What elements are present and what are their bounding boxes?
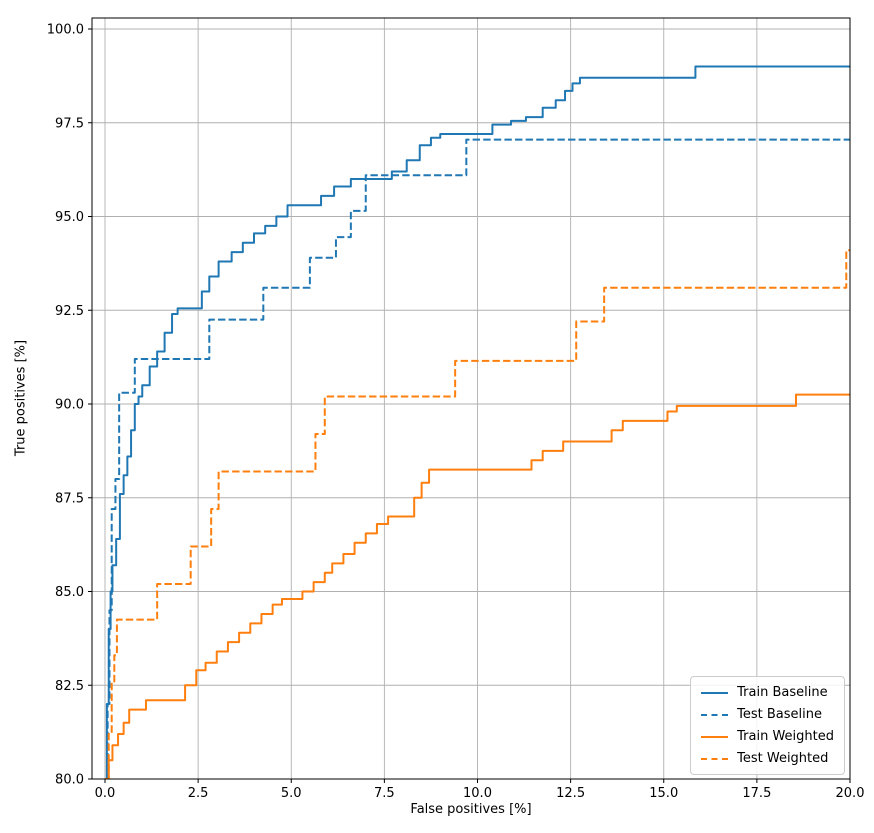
svg-text:17.5: 17.5	[742, 786, 771, 801]
legend-label: Train Baseline	[737, 685, 828, 700]
series-lines	[105, 65, 850, 779]
svg-text:5.0: 5.0	[281, 786, 302, 801]
axis-ticks	[88, 28, 851, 783]
legend-line-sample-train-baseline	[701, 691, 729, 694]
legend-item-train-baseline: Train Baseline	[701, 684, 834, 701]
legend-label: Test Weighted	[737, 751, 829, 766]
x-axis-label: False positives [%]	[410, 802, 532, 817]
svg-text:7.5: 7.5	[374, 786, 395, 801]
svg-text:87.5: 87.5	[55, 491, 84, 506]
plot-border	[91, 17, 851, 780]
svg-text:15.0: 15.0	[649, 786, 678, 801]
svg-text:0.0: 0.0	[95, 786, 116, 801]
y-axis-label: True positives [%]	[13, 339, 29, 457]
svg-text:97.5: 97.5	[55, 116, 84, 131]
grid-lines	[92, 18, 851, 780]
svg-text:85.0: 85.0	[55, 585, 84, 600]
tick-labels: 0.0 2.5 5.0 7.5 10.0 12.5 15.0 17.5 20.0 80.0 82.5…	[47, 23, 865, 802]
legend-item-test-baseline: Test Baseline	[701, 706, 834, 723]
svg-text:12.5: 12.5	[556, 786, 585, 801]
svg-text:82.5: 82.5	[55, 679, 84, 694]
legend-line-sample-train-weighted	[701, 735, 729, 738]
svg-text:2.5: 2.5	[188, 786, 209, 801]
legend: Train Baseline Test Baseline Train Weigh…	[690, 676, 845, 775]
legend-item-test-weighted: Test Weighted	[701, 750, 834, 767]
legend-item-train-weighted: Train Weighted	[701, 728, 834, 745]
svg-text:95.0: 95.0	[55, 210, 84, 225]
legend-label: Test Baseline	[737, 707, 822, 722]
svg-text:90.0: 90.0	[55, 398, 84, 413]
svg-text:100.0: 100.0	[47, 23, 84, 38]
svg-text:20.0: 20.0	[836, 786, 865, 801]
legend-line-sample-test-weighted	[701, 757, 729, 760]
svg-text:92.5: 92.5	[55, 304, 84, 319]
legend-label: Train Weighted	[737, 729, 834, 744]
svg-text:80.0: 80.0	[55, 773, 84, 788]
legend-line-sample-test-baseline	[701, 713, 729, 716]
svg-text:10.0: 10.0	[463, 786, 492, 801]
